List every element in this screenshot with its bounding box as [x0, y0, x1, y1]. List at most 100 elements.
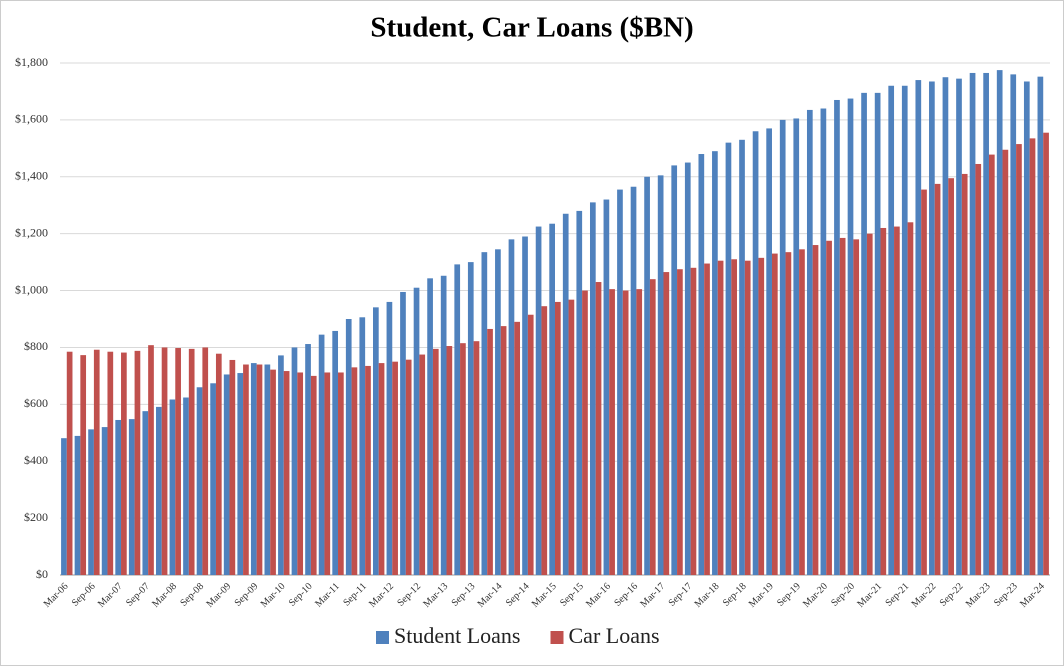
- bar: [731, 259, 737, 575]
- bar: [630, 186, 637, 575]
- bar: [495, 249, 501, 576]
- bar: [514, 321, 521, 575]
- bar: [752, 131, 759, 575]
- bar: [793, 118, 800, 575]
- legend-label: Student Loans: [394, 623, 521, 648]
- bar: [901, 85, 908, 575]
- bar: [318, 334, 325, 575]
- bar: [988, 154, 995, 575]
- y-tick-label: $1,800: [15, 55, 48, 69]
- bar: [115, 419, 122, 575]
- bar: [250, 363, 257, 575]
- bar: [725, 142, 732, 575]
- bar: [609, 289, 615, 575]
- bar: [432, 348, 439, 575]
- bar: [88, 429, 94, 575]
- bar: [400, 291, 406, 575]
- bar: [934, 183, 941, 575]
- bar: [310, 375, 317, 575]
- bar: [956, 78, 962, 576]
- bar: [975, 163, 982, 575]
- bar: [237, 373, 244, 575]
- bar: [969, 72, 976, 575]
- y-tick-label: $800: [24, 339, 48, 353]
- bar: [256, 364, 263, 575]
- bar: [983, 72, 989, 575]
- bar: [365, 365, 371, 575]
- bar: [291, 347, 298, 575]
- bar: [617, 189, 623, 576]
- bar: [888, 85, 895, 575]
- bar: [264, 364, 271, 575]
- bar: [929, 81, 935, 575]
- bar: [66, 351, 73, 575]
- bar: [704, 263, 710, 575]
- bar: [915, 80, 922, 576]
- bar: [188, 348, 195, 575]
- bar: [595, 282, 602, 575]
- bar: [853, 239, 860, 575]
- bar: [148, 345, 154, 575]
- bar: [684, 162, 691, 576]
- bar: [880, 227, 887, 575]
- bar: [359, 317, 366, 575]
- bar: [568, 299, 575, 575]
- bar: [636, 289, 643, 575]
- bar: [80, 355, 87, 575]
- legend-swatch: [376, 631, 389, 644]
- bar: [698, 154, 705, 575]
- y-tick-label: $200: [24, 510, 48, 524]
- bar: [663, 272, 670, 575]
- bar: [121, 352, 127, 575]
- bar: [996, 70, 1003, 575]
- bar: [1016, 144, 1022, 576]
- bar: [229, 359, 236, 575]
- bar: [142, 411, 149, 575]
- bar: [175, 348, 181, 575]
- bar: [921, 189, 927, 576]
- y-tick-label: $1,400: [15, 169, 48, 183]
- bar: [332, 330, 339, 575]
- chart-title: Student, Car Loans ($BN): [370, 12, 693, 44]
- bar: [373, 307, 379, 575]
- bar: [671, 165, 678, 575]
- bar: [128, 419, 135, 575]
- bar: [576, 210, 583, 575]
- bar: [603, 199, 610, 576]
- bar: [473, 341, 480, 575]
- bar: [739, 139, 745, 576]
- bar: [820, 108, 827, 575]
- bar: [758, 257, 765, 575]
- bar: [806, 109, 813, 575]
- bar: [766, 128, 772, 575]
- bar: [460, 343, 466, 575]
- bar: [378, 363, 385, 575]
- bar: [861, 92, 867, 575]
- bar: [657, 175, 664, 575]
- y-tick-label: $1,600: [15, 112, 48, 126]
- bar: [481, 252, 488, 575]
- bar: [345, 319, 352, 575]
- legend-swatch: [550, 631, 564, 644]
- bar: [894, 226, 900, 576]
- bar: [1043, 132, 1049, 575]
- bar: [338, 372, 344, 575]
- bar: [527, 314, 534, 575]
- bar: [649, 279, 656, 575]
- bar: [874, 92, 881, 575]
- bar: [839, 237, 846, 575]
- bar: [196, 387, 203, 575]
- bar: [562, 213, 569, 575]
- bar: [61, 438, 67, 575]
- bar: [622, 290, 629, 575]
- bar: [785, 252, 792, 575]
- bar: [541, 306, 548, 575]
- bar: [1002, 149, 1009, 575]
- bar: [324, 372, 331, 575]
- bar: [454, 264, 461, 575]
- bar: [440, 275, 447, 575]
- bar: [555, 301, 561, 575]
- bar: [392, 361, 398, 575]
- bar: [278, 355, 284, 575]
- bar: [467, 262, 474, 575]
